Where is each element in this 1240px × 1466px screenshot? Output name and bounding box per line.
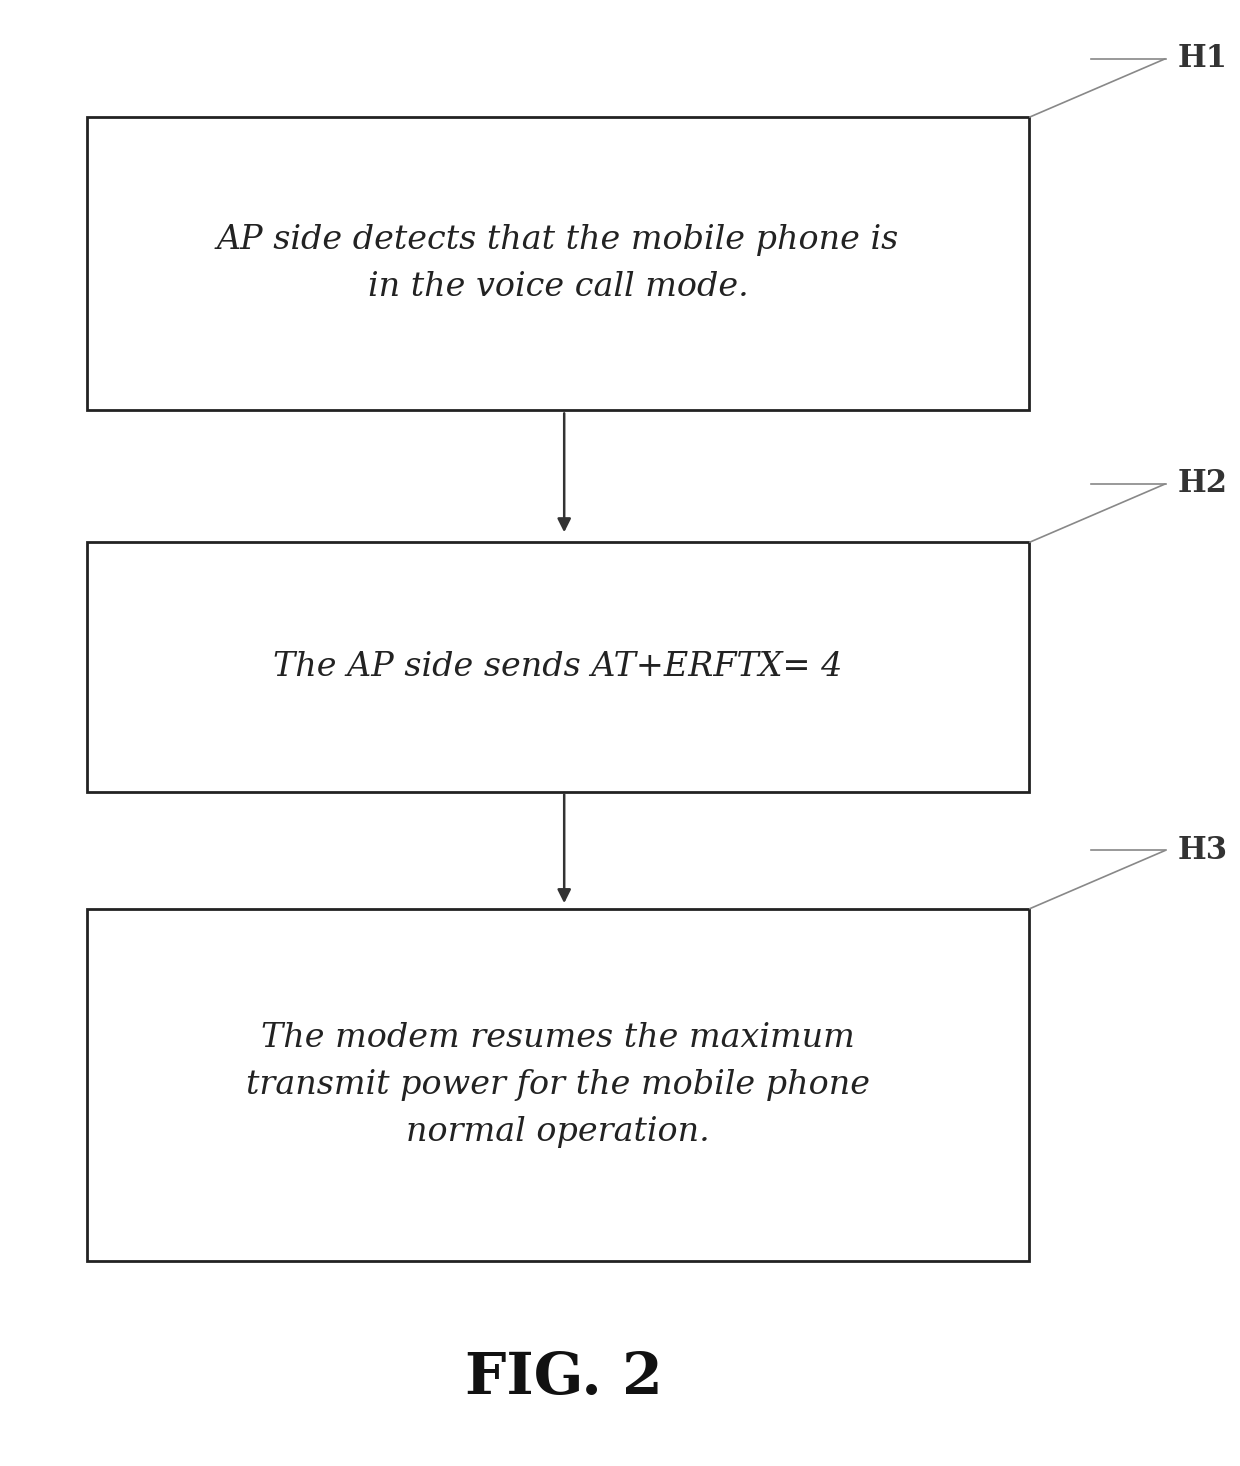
Text: H1: H1 (1178, 43, 1228, 75)
Text: H2: H2 (1178, 468, 1228, 500)
Bar (87, 909, 1029, 1261)
Text: FIG. 2: FIG. 2 (465, 1350, 663, 1406)
Text: The AP side sends AT+ERFTX= 4: The AP side sends AT+ERFTX= 4 (273, 651, 843, 683)
Text: AP side detects that the mobile phone is
in the voice call mode.: AP side detects that the mobile phone is… (217, 224, 899, 303)
Text: H3: H3 (1178, 834, 1228, 866)
Bar (87, 542, 1029, 792)
Bar (87, 117, 1029, 410)
Text: The modem resumes the maximum
transmit power for the mobile phone
normal operati: The modem resumes the maximum transmit p… (246, 1022, 870, 1148)
